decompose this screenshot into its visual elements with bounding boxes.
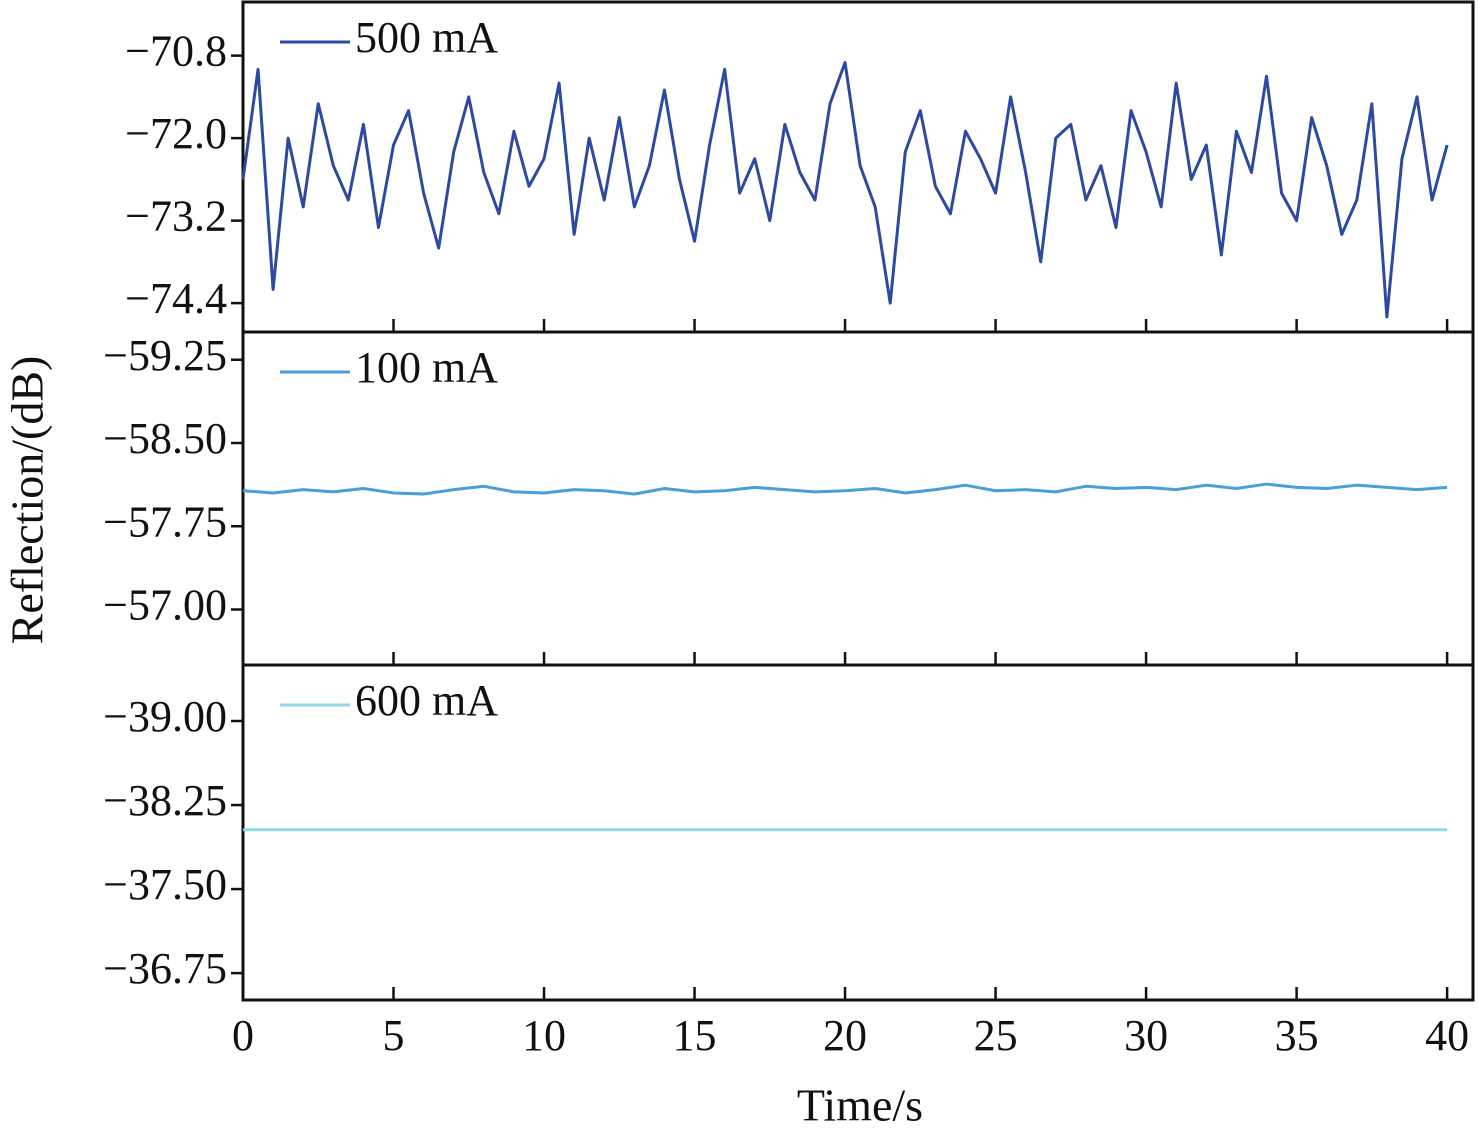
- y-tick-label: −57.75: [103, 497, 227, 546]
- y-axis-label: Reflection/(dB): [2, 356, 53, 645]
- series-line: [242, 482, 1448, 496]
- y-tick-label: −59.25: [103, 331, 227, 380]
- series-line: [241, 61, 1449, 319]
- y-tick-label: −38.25: [103, 776, 227, 825]
- x-tick-label: 20: [823, 1011, 867, 1060]
- y-tick-label: −74.4: [125, 274, 227, 323]
- y-tick-label: −37.50: [103, 860, 227, 909]
- x-tick-label: 40: [1425, 1011, 1469, 1060]
- y-tick-label: −57.00: [103, 581, 227, 630]
- legend-label: 600 mA: [355, 676, 498, 725]
- legend-label: 500 mA: [355, 13, 498, 62]
- x-tick-label: 0: [232, 1011, 254, 1060]
- x-tick-label: 10: [522, 1011, 566, 1060]
- x-tick-label: 35: [1275, 1011, 1319, 1060]
- legend-label: 100 mA: [355, 343, 498, 392]
- y-tick-label: −39.00: [103, 692, 227, 741]
- y-tick-label: −70.8: [125, 27, 227, 76]
- x-tick-label: 5: [383, 1011, 405, 1060]
- y-tick-label: −36.75: [103, 944, 227, 993]
- y-tick-label: −73.2: [125, 192, 227, 241]
- y-tick-label: −72.0: [125, 109, 227, 158]
- x-axis-label: Time/s: [797, 1080, 923, 1131]
- x-tick-label: 25: [974, 1011, 1018, 1060]
- y-tick-label: −58.50: [103, 414, 227, 463]
- x-tick-label: 30: [1124, 1011, 1168, 1060]
- x-tick-label: 15: [673, 1011, 717, 1060]
- plot-frame: [241, 663, 1475, 1002]
